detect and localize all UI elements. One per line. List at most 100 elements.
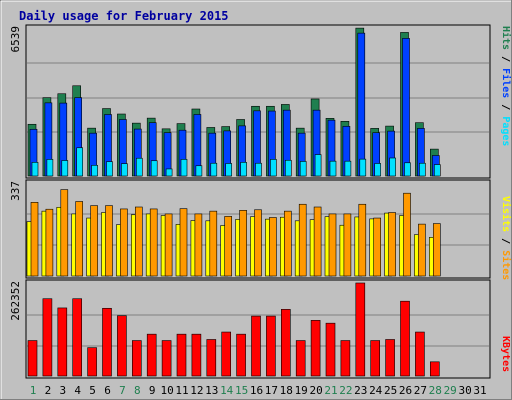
bar-pages-day-19 <box>299 161 307 177</box>
day-label-2: 2 <box>45 384 52 397</box>
bar-sites-day-8 <box>135 206 143 277</box>
bar-kbytes-day-12 <box>191 333 202 377</box>
bar-sites-day-3 <box>60 189 69 277</box>
day-label-22: 22 <box>339 384 352 397</box>
bar-kbytes-day-10 <box>161 340 172 377</box>
bar-pages-day-7 <box>121 163 128 177</box>
legend-sep-3: / <box>500 232 511 250</box>
bar-kbytes-day-20 <box>310 320 321 377</box>
day-labels: 1 2 3 4 5 6 7 8 9 10 11 12 13 14 15 16 17 18 19 20 21 22 23 24 2… <box>30 384 487 397</box>
bar-kbytes-day-6 <box>102 307 112 377</box>
bar-kbytes-day-23 <box>355 282 366 377</box>
bar-pages-day-21 <box>329 160 337 177</box>
bar-pages-day-12 <box>195 165 203 177</box>
bar-sites-day-21 <box>328 213 337 277</box>
bar-pages-day-8 <box>136 157 143 177</box>
bar-sites-day-15 <box>239 210 247 277</box>
bar-kbytes-day-16 <box>251 315 261 377</box>
bar-sites-day-7 <box>120 208 128 277</box>
day-label-20: 20 <box>309 384 322 397</box>
bar-pages-day-22 <box>344 160 352 177</box>
day-label-10: 10 <box>160 384 173 397</box>
ymax-label-hits: 6539 <box>9 26 22 53</box>
bar-files-day-23 <box>357 32 366 177</box>
bar-kbytes-day-25 <box>385 339 395 377</box>
bar-sites-day-18 <box>283 210 292 277</box>
legend-hits: Hits <box>500 26 512 50</box>
bar-pages-day-27 <box>419 162 426 177</box>
day-label-30: 30 <box>458 384 471 397</box>
bar-sites-day-14 <box>224 216 232 277</box>
day-label-1: 1 <box>30 384 37 397</box>
day-label-5: 5 <box>89 384 96 397</box>
bar-sites-day-10 <box>164 213 173 277</box>
bar-pages-day-25 <box>389 157 396 177</box>
bar-pages-day-15 <box>240 162 247 177</box>
bar-kbytes-day-13 <box>206 339 217 377</box>
bar-sites-day-19 <box>298 203 307 277</box>
legend-sites: Sites <box>500 250 512 280</box>
bar-pages-day-17 <box>270 159 277 177</box>
bar-pages-day-24 <box>374 163 382 177</box>
day-label-31: 31 <box>473 384 486 397</box>
bar-kbytes-day-11 <box>176 333 187 377</box>
bar-kbytes-day-4 <box>72 298 82 377</box>
bar-sites-day-17 <box>269 217 277 277</box>
bar-files-day-26 <box>402 38 410 177</box>
bar-pages-day-23 <box>359 158 367 177</box>
legend-visits: Visits <box>500 196 512 232</box>
legend-pages: Pages <box>500 116 511 146</box>
day-label-9: 9 <box>149 384 156 397</box>
bar-kbytes-day-8 <box>132 340 142 377</box>
bar-pages-day-13 <box>210 162 218 177</box>
bar-kbytes-day-22 <box>340 340 351 377</box>
bar-pages-day-14 <box>225 163 232 177</box>
bars <box>26 27 441 377</box>
day-label-25: 25 <box>384 384 397 397</box>
legend-visits-sites: Visits / Sites <box>500 196 512 280</box>
day-label-18: 18 <box>280 384 293 397</box>
bar-kbytes-day-14 <box>221 331 231 377</box>
bar-pages-day-4 <box>76 147 83 177</box>
day-label-11: 11 <box>175 384 188 397</box>
day-label-16: 16 <box>250 384 263 397</box>
bar-sites-day-9 <box>149 208 158 277</box>
bar-pages-day-28 <box>433 164 441 177</box>
day-label-15: 15 <box>235 384 248 397</box>
bar-pages-day-20 <box>314 154 322 177</box>
bar-kbytes-day-2 <box>42 298 53 377</box>
day-label-4: 4 <box>74 384 81 397</box>
bar-sites-day-11 <box>179 208 188 277</box>
day-label-17: 17 <box>265 384 278 397</box>
bar-sites-day-25 <box>388 212 396 277</box>
day-label-24: 24 <box>369 384 383 397</box>
bar-sites-day-22 <box>343 213 352 277</box>
bar-kbytes-day-17 <box>266 315 276 377</box>
bar-pages-day-2 <box>46 159 54 177</box>
bar-sites-day-6 <box>105 205 113 277</box>
bar-pages-day-1 <box>31 162 39 177</box>
bar-kbytes-day-24 <box>370 340 381 377</box>
bar-kbytes-day-19 <box>295 340 306 377</box>
day-label-6: 6 <box>104 384 111 397</box>
day-label-27: 27 <box>414 384 427 397</box>
bar-pages-day-9 <box>150 160 158 177</box>
bar-kbytes-day-9 <box>146 333 157 377</box>
legend-files: Files <box>500 68 512 98</box>
bar-sites-day-12 <box>194 213 203 277</box>
bar-pages-day-6 <box>106 161 113 177</box>
bar-pages-day-16 <box>255 162 262 177</box>
day-label-14: 14 <box>220 384 234 397</box>
bar-sites-day-16 <box>254 209 262 277</box>
day-label-23: 23 <box>354 384 367 397</box>
day-label-8: 8 <box>134 384 141 397</box>
bar-pages-day-26 <box>404 162 411 177</box>
bar-sites-day-13 <box>209 210 218 277</box>
legend-kbytes: KBytes <box>500 336 511 372</box>
bar-sites-day-4 <box>75 201 83 277</box>
bar-sites-day-24 <box>373 217 382 277</box>
bar-sites-day-23 <box>358 203 367 277</box>
bar-sites-day-1 <box>30 202 39 277</box>
day-label-28: 28 <box>429 384 442 397</box>
bar-pages-day-5 <box>91 164 98 177</box>
